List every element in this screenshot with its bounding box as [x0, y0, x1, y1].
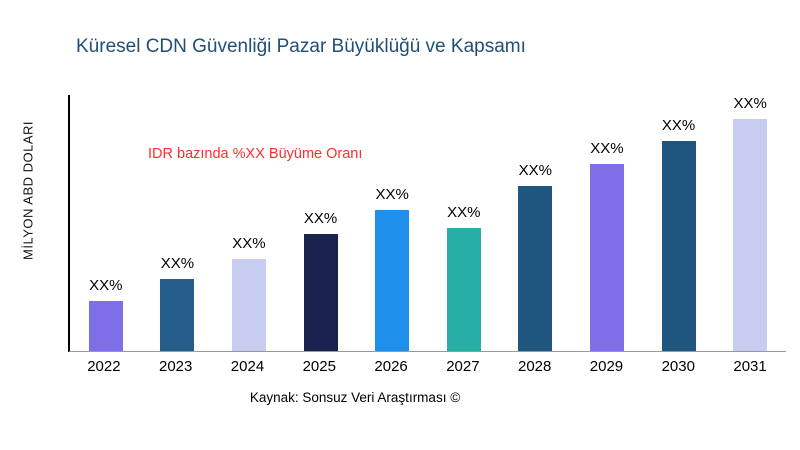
- x-tick-2023: 2023: [159, 358, 193, 375]
- bar-slot: XX%: [571, 95, 643, 351]
- x-axis-ticks: 2022 2023 2024 2025 2026 2027 2028 2029 2030 2031: [68, 358, 786, 375]
- x-tick-2026: 2026: [374, 358, 408, 375]
- bar-value-label: XX%: [303, 209, 338, 227]
- bar-slot: XX%: [213, 95, 285, 351]
- x-tick-2031: 2031: [733, 358, 767, 375]
- bar-2029: [589, 164, 624, 351]
- bar-value-label: XX%: [447, 203, 481, 221]
- bar-2025: [303, 233, 338, 351]
- x-tick-2028: 2028: [517, 358, 552, 375]
- bar-2031: [733, 119, 768, 351]
- chart-title: Küresel CDN Güvenliği Pazar Büyüklüğü ve…: [76, 36, 526, 57]
- bar-slot: XX%: [356, 95, 428, 351]
- x-tick-2024: 2024: [230, 358, 265, 375]
- bar-value-label: XX%: [590, 140, 624, 158]
- bar-slot: XX%: [428, 95, 500, 351]
- x-tick-2030: 2030: [661, 358, 695, 375]
- bar-slot: XX%: [142, 95, 214, 351]
- bar-value-label: XX%: [733, 95, 767, 112]
- x-tick-2025: 2025: [302, 358, 336, 375]
- x-tick-2029: 2029: [589, 358, 624, 375]
- bar-value-label: XX%: [160, 254, 195, 272]
- bars: XX% XX% XX% XX% XX% XX% XX% XX% XX% XX%: [70, 95, 786, 351]
- bar-slot: XX%: [285, 95, 357, 351]
- growth-annotation: IDR bazında %XX Büyüme Oranı: [148, 146, 363, 162]
- x-tick-2027: 2027: [446, 358, 480, 375]
- bar-slot: XX%: [500, 95, 572, 351]
- source-caption: Kaynak: Sonsuz Veri Araştırması ©: [249, 390, 461, 405]
- bar-slot: XX%: [714, 95, 786, 351]
- bar-value-label: XX%: [661, 117, 696, 135]
- bar-2022: [88, 300, 123, 351]
- bar-value-label: XX%: [89, 276, 123, 294]
- bar-slot: XX%: [70, 95, 142, 351]
- bar-2030: [661, 141, 696, 351]
- bar-2028: [518, 186, 553, 351]
- bar-2027: [446, 227, 481, 351]
- plot-area: XX% XX% XX% XX% XX% XX% XX% XX% XX% XX%: [68, 95, 786, 352]
- y-axis-label: MİLYON ABD DOLARI: [20, 120, 36, 260]
- bar-2026: [375, 210, 410, 351]
- bar-value-label: XX%: [518, 162, 553, 180]
- bar-2024: [231, 258, 266, 351]
- bar-value-label: XX%: [232, 234, 266, 252]
- bar-2023: [160, 278, 195, 351]
- bar-value-label: XX%: [375, 186, 409, 204]
- x-tick-2022: 2022: [87, 358, 121, 375]
- bar-slot: XX%: [643, 95, 715, 351]
